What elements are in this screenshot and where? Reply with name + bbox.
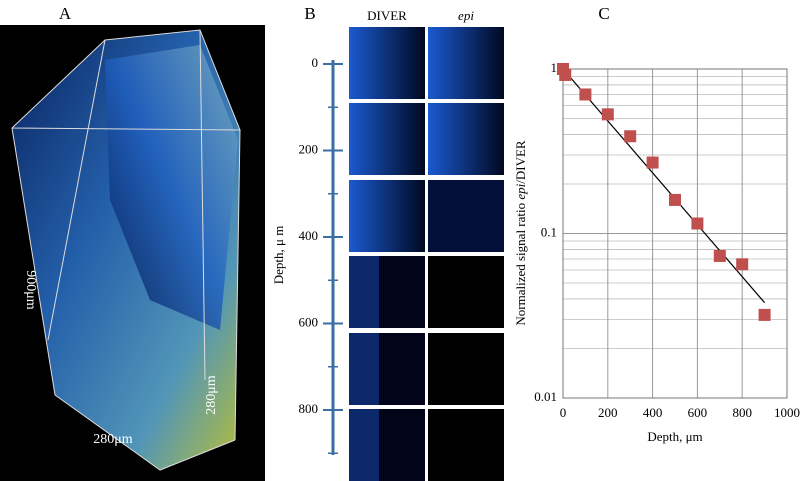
panel-label: B xyxy=(304,4,315,23)
y-tick-label: 600 xyxy=(299,314,319,329)
epi-image xyxy=(428,409,504,481)
point xyxy=(601,108,614,121)
point xyxy=(559,68,572,81)
diver-image xyxy=(349,103,425,175)
y-tick-label: 400 xyxy=(299,228,319,243)
point xyxy=(713,249,726,262)
y-axis-label: Depth, μ m xyxy=(271,226,286,285)
x-axis-label: Depth, μm xyxy=(647,429,702,444)
point xyxy=(736,258,749,271)
epi-image xyxy=(428,256,504,328)
point xyxy=(669,193,681,206)
height-label: 900μm xyxy=(23,270,38,310)
point xyxy=(691,217,704,230)
diver-image-signal xyxy=(349,409,379,481)
diver-image xyxy=(349,180,425,252)
volume-cells xyxy=(105,45,238,330)
width-label: 280μm xyxy=(93,432,133,447)
wireframe xyxy=(11,29,241,471)
epi-image xyxy=(428,333,504,405)
column-header: DIVER xyxy=(367,8,407,23)
epi-image xyxy=(428,103,504,175)
y-tick-label: 200 xyxy=(299,141,319,156)
x-tick-label: 600 xyxy=(688,405,708,420)
depth-label: 280μm xyxy=(204,375,219,415)
x-tick-label: 400 xyxy=(643,405,663,420)
diver-image-signal xyxy=(349,256,379,328)
x-tick-label: 0 xyxy=(560,405,567,420)
x-tick-label: 800 xyxy=(732,405,752,420)
y-tick-label: 1 xyxy=(551,60,558,75)
point xyxy=(624,130,637,143)
plot-frame xyxy=(562,68,788,399)
trend-line xyxy=(562,68,766,304)
x-tick-label: 200 xyxy=(598,405,618,420)
epi-image xyxy=(428,27,504,99)
y-axis-label: Normalized signal ratio epi/DIVER xyxy=(513,140,528,326)
y-tick-label: 0.01 xyxy=(534,389,557,404)
column-header: epi xyxy=(458,8,474,23)
panel-label: A xyxy=(59,4,72,23)
panel-label: C xyxy=(598,4,609,23)
diver-image-signal xyxy=(349,333,379,405)
epi-image xyxy=(428,180,504,252)
point xyxy=(758,308,771,321)
y-tick-label: 0 xyxy=(312,55,319,70)
y-tick-label: 800 xyxy=(299,401,319,416)
y-tick-label: 0.1 xyxy=(541,224,557,239)
point xyxy=(646,156,659,169)
x-tick-label: 1000 xyxy=(774,405,800,420)
diver-image xyxy=(349,27,425,99)
point xyxy=(579,88,592,101)
